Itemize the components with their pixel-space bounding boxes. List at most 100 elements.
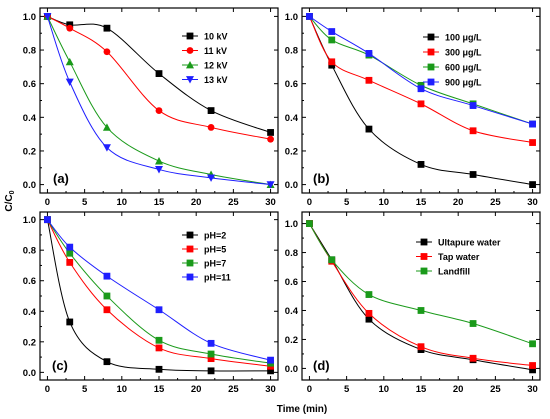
y-tick-label: 0.2 bbox=[23, 146, 36, 157]
legend-marker bbox=[186, 32, 194, 40]
data-point bbox=[103, 306, 111, 314]
y-tick-label: 0.4 bbox=[285, 113, 299, 124]
data-point bbox=[328, 256, 336, 264]
data-point bbox=[328, 28, 336, 35]
data-point bbox=[103, 48, 111, 56]
x-tick-label: 20 bbox=[453, 197, 464, 208]
y-tick-label: 0.0 bbox=[285, 180, 298, 191]
x-tick-label: 0 bbox=[307, 197, 312, 208]
legend-label: 11 kV bbox=[204, 46, 227, 56]
series-2 bbox=[306, 13, 536, 146]
x-tick-label: 0 bbox=[307, 384, 312, 395]
y-tick-label: 0.4 bbox=[285, 306, 299, 317]
y-tick-label: 0.2 bbox=[285, 335, 298, 346]
legend-entry: 10 kV bbox=[182, 32, 228, 42]
x-tick-label: 15 bbox=[154, 197, 165, 208]
data-point bbox=[102, 144, 111, 152]
series-1 bbox=[44, 13, 274, 136]
legend-marker bbox=[427, 63, 435, 71]
data-point bbox=[155, 336, 163, 344]
y-tick-label: 0.8 bbox=[23, 246, 36, 257]
panel-label: (c) bbox=[52, 358, 68, 373]
y-tick-label: 0.2 bbox=[23, 337, 36, 348]
legend-label: 600 μg/L bbox=[445, 63, 482, 73]
plot-frame bbox=[39, 7, 279, 194]
series-line bbox=[46, 219, 271, 367]
legend-label: Tap water bbox=[438, 252, 480, 262]
data-point bbox=[102, 123, 111, 131]
data-point bbox=[469, 127, 477, 135]
data-point bbox=[529, 120, 536, 128]
legend-label: pH=5 bbox=[204, 245, 226, 255]
x-tick-label: 20 bbox=[191, 384, 202, 395]
data-point bbox=[306, 220, 313, 227]
data-point bbox=[207, 355, 215, 363]
x-tick-label: 20 bbox=[453, 384, 464, 395]
x-tick-label: 10 bbox=[379, 384, 390, 395]
data-point bbox=[417, 161, 425, 168]
series-2 bbox=[44, 13, 274, 143]
legend: 100 μg/L 300 μg/L 600 μg/L 900 μg/L bbox=[423, 33, 482, 88]
data-point bbox=[66, 24, 74, 32]
data-point bbox=[66, 318, 74, 326]
legend-label: 12 kV bbox=[204, 61, 228, 71]
panel-a: 0 5 10 15 20 25 30 0.0 0.2 0.4 0.6 0.8 1.0 10 kV 11 kV… bbox=[23, 7, 279, 208]
x-tick-label: 20 bbox=[191, 197, 202, 208]
legend-marker bbox=[186, 273, 194, 281]
y-tick-label: 1.0 bbox=[285, 219, 298, 230]
x-tick-label: 30 bbox=[527, 197, 538, 208]
series-line bbox=[46, 16, 271, 186]
data-point bbox=[207, 124, 215, 131]
legend-entry: 300 μg/L bbox=[423, 48, 482, 58]
data-point bbox=[469, 354, 477, 362]
data-point bbox=[103, 24, 111, 32]
legend-label: 900 μg/L bbox=[445, 78, 482, 88]
plot-frame bbox=[39, 211, 279, 381]
legend-entry: 100 μg/L bbox=[423, 33, 482, 43]
legend-marker bbox=[186, 76, 194, 84]
data-point bbox=[155, 166, 163, 174]
panel-d: 0 5 10 15 20 25 30 0.0 0.2 0.4 0.6 0.8 1.0 Ultapure w… bbox=[285, 211, 541, 395]
data-point bbox=[103, 358, 111, 366]
y-tick-label: 0.8 bbox=[285, 46, 298, 57]
legend-marker bbox=[186, 61, 194, 69]
data-point bbox=[66, 259, 74, 266]
legend-label: Ultapure water bbox=[438, 238, 501, 248]
x-tick-label: 5 bbox=[344, 384, 350, 395]
x-tick-label: 25 bbox=[490, 384, 501, 395]
legend-label: 13 kV bbox=[204, 75, 228, 85]
x-tick-label: 15 bbox=[154, 384, 165, 395]
y-tick-label: 1.0 bbox=[23, 215, 36, 226]
data-point bbox=[155, 365, 163, 373]
x-axis-title: Time (min) bbox=[277, 404, 327, 415]
data-point bbox=[417, 307, 425, 314]
panel-label: (a) bbox=[53, 171, 69, 186]
y-tick-label: 0.8 bbox=[285, 248, 298, 259]
legend-entry: 600 μg/L bbox=[423, 63, 482, 73]
x-tick-label: 0 bbox=[45, 197, 50, 208]
series-line bbox=[308, 16, 533, 144]
data-point bbox=[529, 366, 536, 374]
x-tick-label: 25 bbox=[490, 197, 501, 208]
legend-marker bbox=[427, 78, 435, 86]
series-4 bbox=[44, 216, 274, 364]
x-tick-label: 15 bbox=[416, 384, 427, 395]
series-4 bbox=[306, 13, 536, 128]
y-axis-title-subscript: 0 bbox=[9, 190, 16, 194]
x-tick-label: 25 bbox=[228, 197, 239, 208]
y-tick-label: 0.4 bbox=[23, 307, 37, 318]
x-tick-label: 25 bbox=[228, 384, 239, 395]
legend-label: 10 kV bbox=[204, 32, 228, 42]
legend-label: pH=11 bbox=[204, 273, 231, 283]
x-tick-label: 30 bbox=[527, 384, 538, 395]
data-point bbox=[267, 129, 274, 136]
legend-marker bbox=[186, 47, 194, 54]
legend-entry: pH=7 bbox=[182, 259, 226, 269]
y-tick-label: 1.0 bbox=[285, 12, 298, 23]
x-tick-label: 10 bbox=[379, 197, 390, 208]
data-point bbox=[65, 78, 74, 86]
legend: pH=2 pH=5 pH=7 pH=11 bbox=[182, 231, 231, 283]
legend-entry: pH=2 bbox=[182, 231, 226, 241]
data-point bbox=[207, 174, 216, 182]
x-tick-label: 30 bbox=[265, 197, 276, 208]
